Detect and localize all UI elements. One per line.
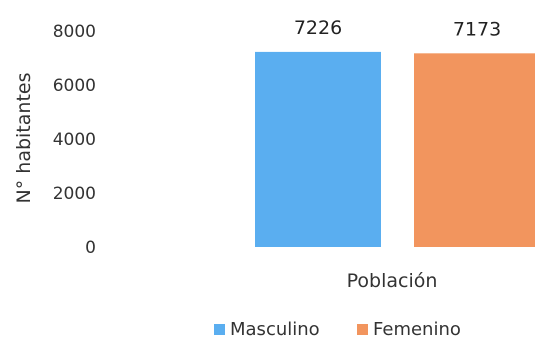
data-label-femenino: 7173 — [453, 18, 501, 40]
y-tick-label: 0 — [85, 238, 96, 258]
legend-label-masculino: Masculino — [230, 319, 320, 340]
legend-label-femenino: Femenino — [373, 319, 461, 340]
y-tick-label: 6000 — [53, 76, 96, 96]
y-tick-label: 2000 — [53, 184, 96, 204]
bars — [255, 51, 535, 248]
y-tick-label: 4000 — [53, 130, 96, 150]
x-axis-label: Población — [347, 270, 438, 292]
data-label-masculino: 7226 — [294, 17, 342, 39]
y-axis-ticks: 0 2000 4000 6000 8000 — [53, 22, 96, 258]
legend: Masculino Femenino — [214, 319, 461, 340]
bar-femenino — [414, 53, 535, 248]
y-tick-label: 8000 — [53, 22, 96, 42]
bar-masculino — [255, 51, 381, 248]
legend-swatch-femenino — [357, 324, 368, 335]
data-labels: 7226 7173 — [294, 17, 501, 40]
legend-swatch-masculino — [214, 324, 225, 335]
y-axis-label: N° habitantes — [13, 73, 35, 204]
